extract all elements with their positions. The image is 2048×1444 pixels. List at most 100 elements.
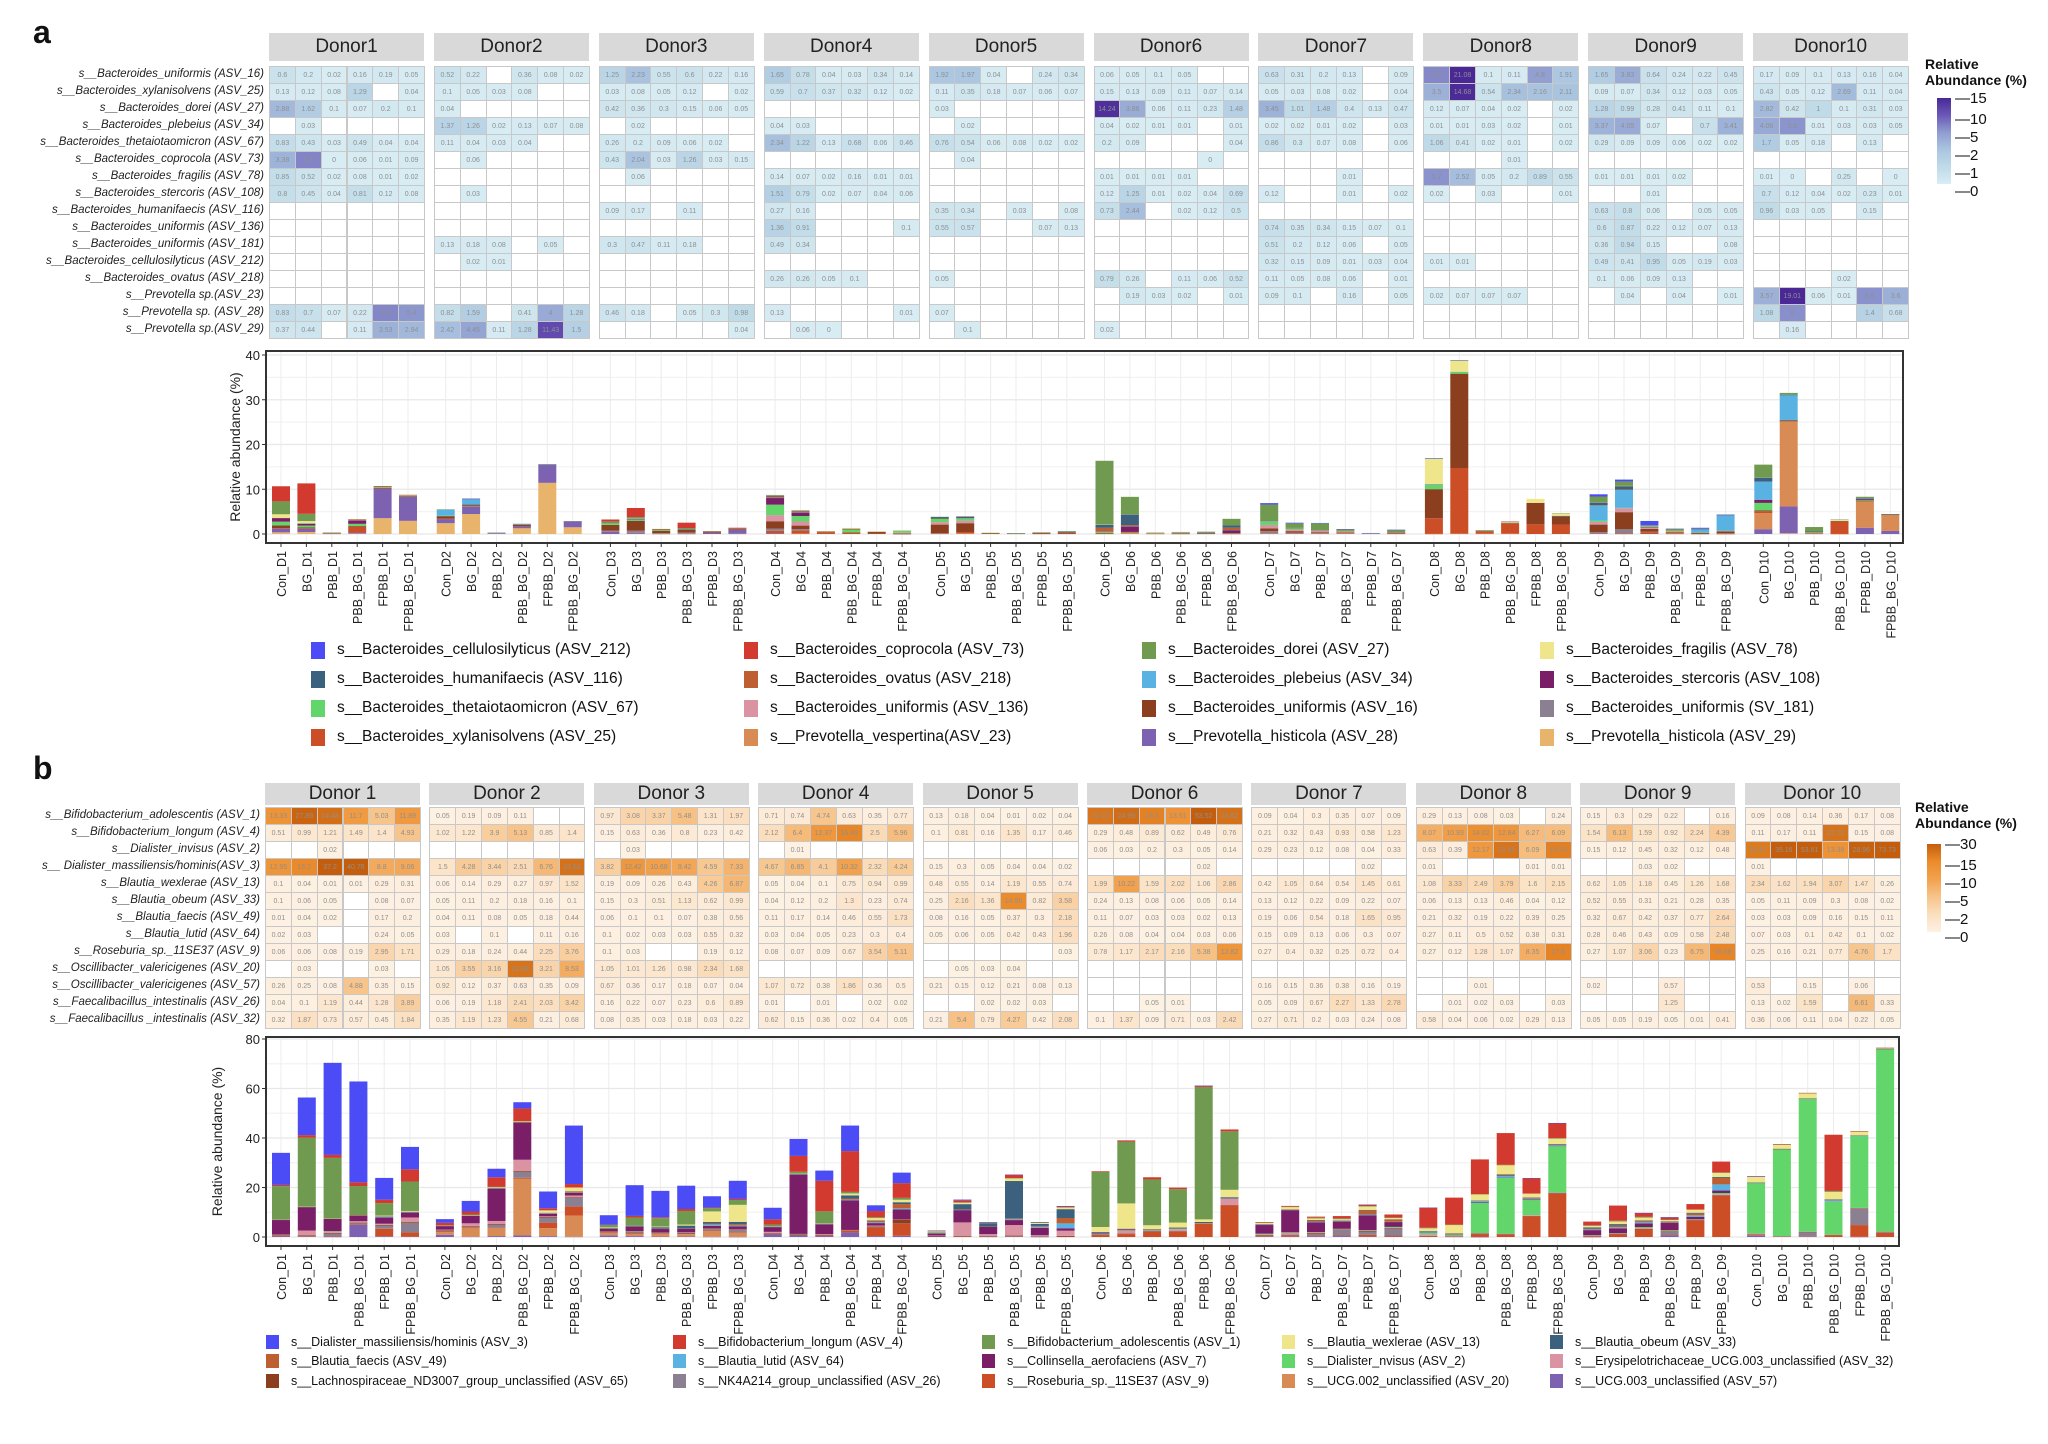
bar-segment — [703, 1231, 721, 1237]
heatmap-cell — [1196, 66, 1224, 84]
heatmap-cell: 0.04 — [1882, 83, 1910, 101]
heatmap-cell: 0.13 — [763, 304, 791, 322]
heatmap-cell — [722, 841, 750, 859]
bar-segment — [1419, 1231, 1438, 1233]
heatmap-cell: 0.07 — [1354, 807, 1382, 825]
heatmap-cell: 0.01 — [1639, 185, 1667, 203]
bar-segment — [1336, 533, 1355, 534]
heatmap-cell: 0.35 — [619, 1011, 647, 1029]
heatmap-cell — [320, 117, 348, 135]
bar-segment — [1640, 531, 1659, 533]
heatmap-cell: 1.7 — [1753, 134, 1780, 152]
heatmap-cell: 0.68 — [558, 1011, 586, 1029]
heatmap-cell: 0.09 — [1614, 134, 1641, 152]
heatmap-cell: 0.38 — [697, 909, 724, 927]
heatmap-cell: 0.53 — [1744, 977, 1772, 995]
heatmap-cell — [980, 151, 1008, 169]
heatmap-cell: 11.7 — [342, 807, 370, 825]
heatmap-cell — [433, 270, 461, 288]
heatmap-cell — [1361, 270, 1389, 288]
heatmap-cell: 1.26 — [459, 117, 487, 135]
heatmap-cell: 0.24 — [1665, 66, 1693, 84]
bar-segment — [1445, 1235, 1464, 1237]
bar-segment — [1056, 1230, 1075, 1236]
heatmap-cell: 0.41 — [1665, 100, 1693, 118]
heatmap-cell — [1006, 185, 1033, 203]
heatmap-cell: 5.4 — [398, 304, 425, 322]
heatmap-cell: 0.09 — [398, 151, 425, 169]
heatmap-cell: 73.73 — [1873, 841, 1901, 859]
bar-segment — [373, 487, 392, 488]
heatmap-cell: 0.18 — [532, 909, 560, 927]
heatmap-cell: 0.15 — [1277, 977, 1305, 995]
bar-segment — [703, 1228, 721, 1230]
heatmap-cell — [1361, 185, 1389, 203]
heatmap-cell — [290, 841, 318, 859]
bar-segment — [1548, 1144, 1567, 1146]
heatmap-cell: 8.35 — [1519, 943, 1546, 961]
heatmap-cell: 1.36 — [763, 219, 791, 237]
donor-header: Donor 6 — [1087, 783, 1242, 805]
bar-segment — [1450, 373, 1469, 468]
heatmap-cell: 3.55 — [455, 960, 483, 978]
heatmap-cell — [320, 236, 348, 254]
heatmap-cell — [1474, 219, 1502, 237]
legend-label: s__Bacteroides_fragilis (ASV_78) — [1566, 641, 1798, 658]
heatmap-cell — [1310, 151, 1337, 169]
heatmap-cell: 0.04 — [784, 926, 811, 944]
bar-segment — [1255, 1222, 1274, 1224]
heatmap-cell — [1526, 219, 1554, 237]
bar-segment — [373, 486, 392, 488]
heatmap-cell: 0.06 — [1467, 1011, 1495, 1029]
heatmap-cell — [650, 168, 678, 186]
bar-segment — [297, 483, 316, 514]
heatmap-cell — [1873, 858, 1901, 876]
bar-segment — [626, 530, 645, 533]
x-tick-label: Con_D10 — [1757, 551, 1771, 604]
bar-segment — [1691, 529, 1710, 533]
heatmap-cell — [1500, 202, 1528, 220]
heatmap-cell — [1753, 253, 1780, 271]
heatmap-cell: 0.25 — [1544, 909, 1572, 927]
heatmap-cell — [980, 219, 1008, 237]
legend-item: s__Dialister_nvisus (ASV_2) — [1282, 1354, 1465, 1368]
bar-segment — [1311, 523, 1329, 530]
heatmap-cell: 0.19 — [342, 943, 370, 961]
bar-segment — [399, 496, 417, 521]
bar-segment — [563, 521, 582, 528]
bar-segment — [1120, 496, 1139, 515]
heatmap-cell: 0.45 — [294, 185, 322, 203]
heatmap-cell: 20.47 — [1744, 841, 1772, 859]
heatmap-cell: 0.07 — [1112, 909, 1140, 927]
heatmap-cell: 0.3 — [619, 892, 647, 910]
x-tick-label: FPBB_BG_D5 — [1060, 1254, 1074, 1335]
heatmap-cell: 0.52 — [1580, 892, 1608, 910]
bar-segment — [564, 1197, 583, 1198]
heatmap-cell: 0.08 — [1873, 807, 1901, 825]
bar-segment — [401, 1222, 419, 1223]
heatmap-cell: 0.13 — [511, 117, 539, 135]
heatmap-cell: 1.02 — [429, 824, 457, 842]
bar-segment — [1285, 522, 1304, 524]
heatmap-cell: 0.11 — [1087, 909, 1114, 927]
bar-segment — [348, 523, 367, 527]
heatmap-cell: 0.04 — [722, 977, 750, 995]
heatmap-cell — [1717, 321, 1745, 339]
heatmap-cell: 0.2 — [294, 66, 322, 84]
bar-segment — [435, 1222, 454, 1226]
bar-segment — [953, 1199, 972, 1201]
heatmap-cell: 0.2 — [1093, 134, 1121, 152]
heatmap-cell: 2.94 — [398, 321, 425, 339]
bar-segment — [513, 1159, 532, 1172]
heatmap-cell — [1415, 960, 1443, 978]
bar-segment — [728, 1232, 747, 1237]
heatmap-cell: 0.03 — [974, 960, 1002, 978]
heatmap-cell — [1196, 168, 1224, 186]
x-tick-label: FPBB_BG_D2 — [567, 551, 581, 632]
donor-header: Donor 1 — [265, 783, 420, 805]
x-tick-label: PBB_BG_D7 — [1336, 1254, 1350, 1327]
bar-segment — [563, 527, 582, 534]
colorbar-title: Relative — [1915, 799, 1969, 815]
heatmap-cell — [676, 185, 704, 203]
legend-swatch — [1550, 1354, 1563, 1368]
